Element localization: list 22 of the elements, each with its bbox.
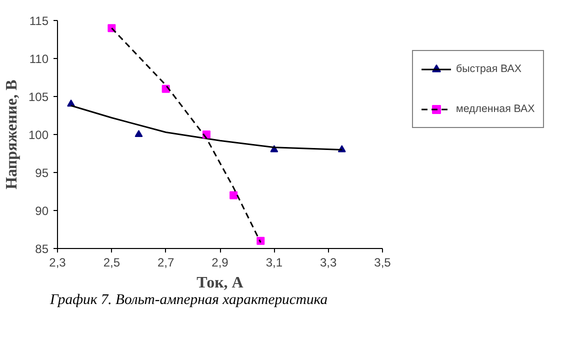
- x-tick-label: 3,1: [266, 256, 283, 270]
- point: [230, 191, 238, 200]
- text: График 7. Вольт-амперная характеристика: [50, 291, 328, 310]
- x-tick-label: 3,3: [320, 256, 337, 270]
- legend-label: медленная ВАХ: [456, 103, 535, 115]
- x-tick-label: 2,9: [212, 256, 229, 270]
- point: [256, 236, 265, 245]
- point: [134, 130, 143, 138]
- legend-label: быстрая ВАХ: [456, 63, 522, 75]
- y-tick-label: 110: [29, 52, 49, 66]
- y-tick-label: 90: [35, 204, 49, 218]
- x-tick-label: 2,5: [103, 256, 120, 270]
- y-tick-label: 115: [29, 14, 49, 28]
- x-axis-title: Ток, А: [196, 274, 244, 292]
- y-tick-label: 85: [35, 242, 49, 256]
- x-tick-label: 2,3: [49, 256, 66, 270]
- y-tick-label: 105: [28, 90, 49, 104]
- x-tick-label: 2,7: [157, 256, 174, 270]
- y-tick-label: 100: [28, 128, 49, 142]
- y-axis-title: Напряжение, В: [3, 79, 20, 190]
- y-tick-label: 95: [35, 166, 49, 180]
- x-tick-label: 3,5: [374, 256, 392, 270]
